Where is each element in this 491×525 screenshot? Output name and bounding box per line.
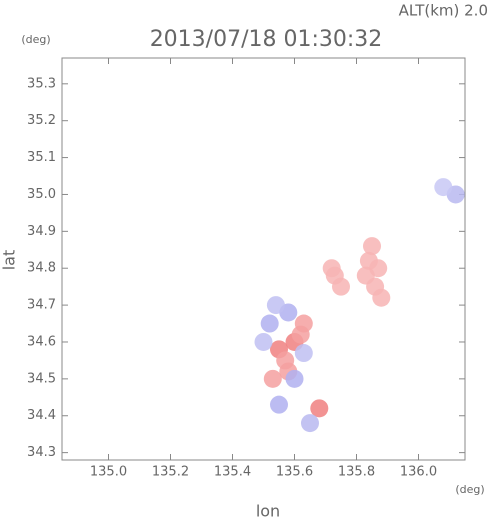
y-tick-label: 34.7 bbox=[27, 298, 56, 313]
echo-point bbox=[266, 296, 285, 315]
y-tick-label: 34.6 bbox=[27, 334, 56, 349]
x-tick-label: 136.0 bbox=[400, 465, 437, 480]
echo-point bbox=[434, 178, 453, 197]
y-tick-label: 34.3 bbox=[27, 445, 56, 460]
y-unit: (deg) bbox=[21, 33, 50, 46]
echo-point bbox=[294, 344, 313, 363]
y-tick-label: 34.5 bbox=[27, 371, 56, 386]
altitude-label: ALT(km) 2.0 bbox=[399, 2, 488, 20]
y-tick-label: 34.9 bbox=[27, 224, 56, 239]
chart-title: 2013/07/18 01:30:32 bbox=[150, 27, 383, 52]
y-tick-label: 35.3 bbox=[27, 76, 56, 91]
plot-frame bbox=[61, 57, 466, 461]
y-tick-label: 35.2 bbox=[27, 113, 56, 128]
echo-point bbox=[276, 351, 295, 370]
echo-point bbox=[254, 332, 273, 351]
y-axis-label: lat bbox=[0, 250, 19, 271]
echo-point bbox=[322, 259, 341, 278]
x-tick-label: 135.8 bbox=[338, 465, 375, 480]
y-tick-label: 34.4 bbox=[27, 408, 56, 423]
y-tick-label: 35.0 bbox=[27, 187, 56, 202]
echo-point bbox=[263, 369, 282, 388]
echo-point bbox=[332, 277, 350, 296]
y-tick-label: 34.8 bbox=[27, 261, 56, 276]
echo-point bbox=[310, 399, 329, 418]
echo-point bbox=[363, 237, 381, 256]
echo-point bbox=[285, 369, 304, 388]
echo-point bbox=[270, 395, 288, 414]
x-unit: (deg) bbox=[455, 483, 484, 496]
x-tick-label: 135.0 bbox=[90, 465, 127, 480]
x-axis-label: lon bbox=[256, 502, 280, 521]
echo-point bbox=[291, 325, 310, 344]
echo-point bbox=[356, 266, 375, 285]
echo-point bbox=[301, 414, 319, 433]
echo-point bbox=[260, 314, 279, 333]
x-tick-label: 135.2 bbox=[152, 465, 189, 480]
x-tick-label: 135.4 bbox=[214, 465, 251, 480]
y-tick-label: 35.1 bbox=[27, 150, 56, 165]
x-tick-label: 135.6 bbox=[276, 465, 313, 480]
echo-point bbox=[372, 288, 391, 307]
